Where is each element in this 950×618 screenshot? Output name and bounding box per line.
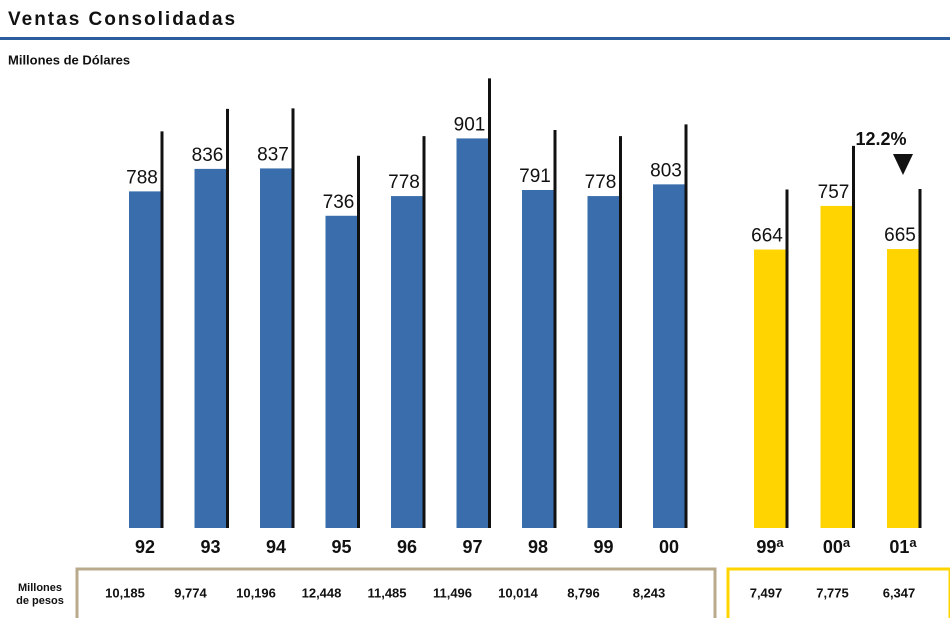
x-tick-label: 92: [135, 537, 155, 557]
chart-subtitle: Millones de Dólares: [8, 52, 130, 67]
x-tick-label: 95: [331, 537, 351, 557]
value-label: 757: [818, 182, 850, 203]
bar: [391, 196, 423, 528]
category: 98: [528, 537, 548, 557]
value-label: 736: [323, 192, 355, 213]
bar: [754, 249, 786, 528]
category: 00: [823, 537, 843, 557]
annotation-arrow: [893, 154, 913, 175]
x-tick-label: 00: [659, 537, 679, 557]
x-tick-label: 93: [200, 537, 220, 557]
x-tick-label: 99a: [756, 535, 784, 556]
x-tick-label: 97: [462, 537, 482, 557]
pesos-value: 8,243: [633, 585, 666, 600]
pesos-value: 7,775: [816, 585, 849, 600]
category: 94: [266, 537, 286, 557]
value-label: 836: [192, 145, 224, 166]
value-label: 791: [519, 166, 551, 187]
pesos-value: 10,014: [498, 585, 539, 600]
bar: [887, 249, 919, 528]
table-box: [75, 567, 717, 618]
bar: [653, 184, 685, 528]
pesos-value: 11,485: [367, 585, 406, 600]
category: 99: [756, 537, 776, 557]
annotation: 12.2%: [855, 129, 906, 149]
value-label: 803: [650, 160, 682, 181]
x-tick-label: 96: [397, 537, 417, 557]
row-label: de pesos: [16, 595, 64, 607]
category: 95: [331, 537, 351, 557]
category: 01: [889, 537, 909, 557]
title-rule: [0, 37, 950, 40]
value-label: 665: [884, 225, 916, 246]
bar: [194, 168, 227, 528]
x-tick-label: 01a: [889, 535, 917, 556]
row-label: Millones: [18, 582, 62, 594]
pesos-value: 11,496: [433, 585, 472, 600]
category: 99: [593, 537, 613, 557]
category: 97: [462, 537, 482, 557]
pesos-value: 9,774: [174, 585, 207, 600]
x-tick-label: 00a: [823, 535, 851, 556]
pesos-value: 6,347: [883, 585, 916, 600]
category-note: a: [909, 535, 917, 550]
value-label: 901: [454, 114, 486, 135]
pesos-value: 7,497: [750, 585, 783, 600]
category: 92: [135, 537, 155, 557]
pesos-value: 10,196: [236, 585, 276, 600]
x-tick-label: 99: [593, 537, 613, 557]
value-label: 837: [257, 144, 289, 165]
bar: [260, 168, 292, 528]
pesos-value: 8,796: [567, 585, 600, 600]
bar: [820, 205, 853, 528]
bar: [456, 138, 489, 528]
value-label: 778: [388, 172, 420, 193]
value-label: 788: [126, 167, 158, 188]
category-note: a: [843, 535, 851, 550]
value-label: 778: [585, 172, 617, 193]
table-box: [726, 567, 950, 618]
category: 96: [397, 537, 417, 557]
value-label: 664: [751, 226, 783, 247]
pesos-value: 10,185: [105, 585, 145, 600]
category: 93: [200, 537, 220, 557]
bar: [129, 191, 161, 528]
category: 00: [659, 537, 679, 557]
x-tick-label: 98: [528, 537, 548, 557]
category-note: a: [776, 535, 784, 550]
bar: [587, 196, 620, 528]
pesos-value: 12,448: [302, 585, 342, 600]
bar: [325, 215, 358, 528]
chart-title: Ventas Consolidadas: [8, 9, 237, 30]
bar: [522, 189, 554, 528]
x-tick-label: 94: [266, 537, 286, 557]
